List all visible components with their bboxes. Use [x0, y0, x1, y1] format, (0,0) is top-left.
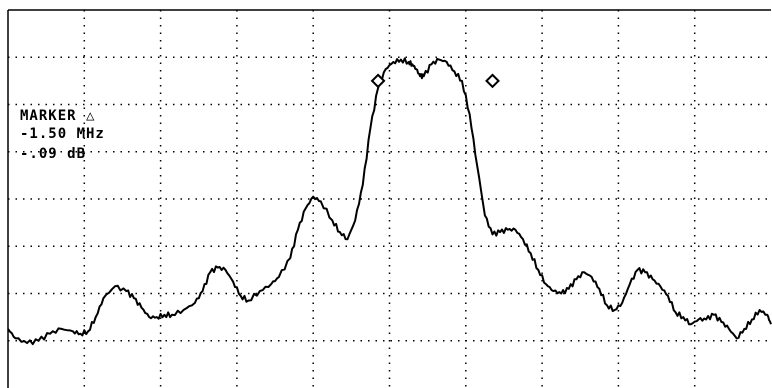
marker-diamond-1 — [370, 73, 386, 89]
trace-line — [7, 57, 772, 346]
marker-layer — [370, 73, 500, 89]
trace-layer — [7, 57, 772, 346]
marker-delta-label: MARKER △ — [20, 108, 96, 124]
marker-diamond-2 — [485, 73, 500, 89]
marker-frequency-readout: -1.50 MHz — [20, 126, 105, 142]
graticule — [7, 9, 771, 388]
marker-level-readout: -.09 dB — [20, 146, 87, 162]
